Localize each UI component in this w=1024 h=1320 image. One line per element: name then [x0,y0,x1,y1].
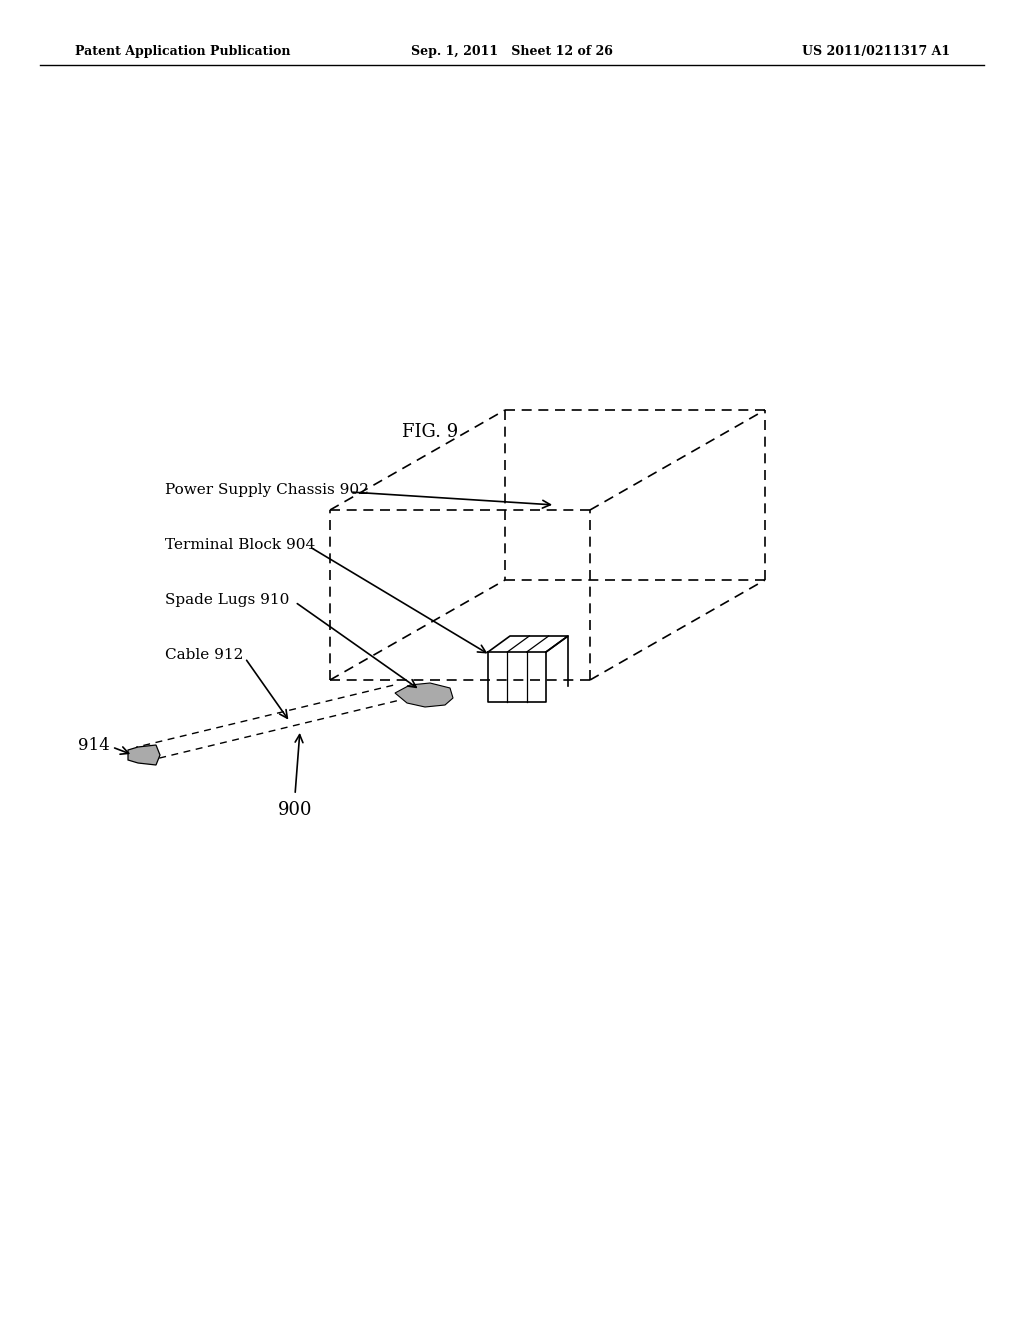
Text: Patent Application Publication: Patent Application Publication [75,45,291,58]
Text: Spade Lugs 910: Spade Lugs 910 [165,593,290,607]
Text: 900: 900 [278,801,312,818]
Text: 914: 914 [78,737,110,754]
Text: Sep. 1, 2011   Sheet 12 of 26: Sep. 1, 2011 Sheet 12 of 26 [411,45,613,58]
Text: US 2011/0211317 A1: US 2011/0211317 A1 [802,45,950,58]
Polygon shape [395,682,453,708]
Polygon shape [128,744,160,766]
Text: Terminal Block 904: Terminal Block 904 [165,539,315,552]
Text: FIG. 9: FIG. 9 [401,422,458,441]
Text: Cable 912: Cable 912 [165,648,244,663]
Text: Power Supply Chassis 902: Power Supply Chassis 902 [165,483,369,498]
